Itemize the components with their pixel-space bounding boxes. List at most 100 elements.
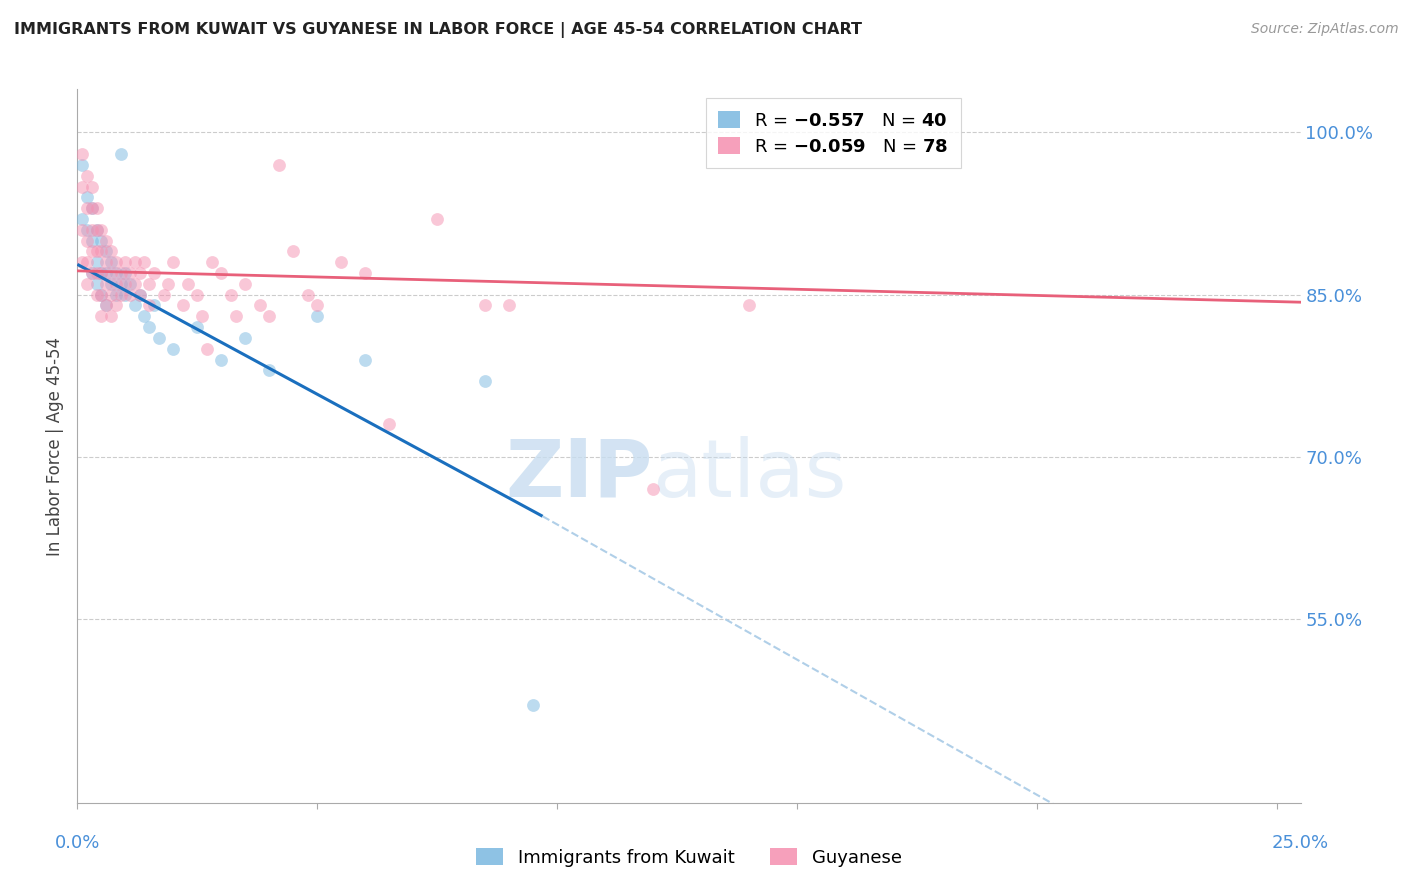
Point bbox=[104, 287, 127, 301]
Y-axis label: In Labor Force | Age 45-54: In Labor Force | Age 45-54 bbox=[46, 336, 65, 556]
Point bbox=[86, 277, 108, 291]
Point bbox=[124, 277, 146, 291]
Point bbox=[86, 255, 108, 269]
Point bbox=[233, 331, 256, 345]
Point bbox=[148, 331, 170, 345]
Point bbox=[209, 352, 232, 367]
Point bbox=[162, 255, 184, 269]
Point bbox=[134, 310, 156, 324]
Point bbox=[94, 298, 117, 312]
Point bbox=[641, 482, 664, 496]
Point bbox=[120, 277, 142, 291]
Point bbox=[738, 298, 761, 312]
Point bbox=[100, 287, 122, 301]
Point bbox=[195, 342, 218, 356]
Point bbox=[128, 266, 150, 280]
Point bbox=[219, 287, 242, 301]
Point bbox=[257, 363, 280, 377]
Point bbox=[124, 255, 146, 269]
Point bbox=[90, 266, 112, 280]
Legend: Immigrants from Kuwait, Guyanese: Immigrants from Kuwait, Guyanese bbox=[468, 841, 910, 874]
Point bbox=[94, 234, 117, 248]
Point bbox=[94, 244, 117, 259]
Point bbox=[143, 266, 166, 280]
Point bbox=[297, 287, 319, 301]
Point bbox=[426, 211, 449, 226]
Point bbox=[209, 266, 232, 280]
Point bbox=[70, 179, 93, 194]
Point bbox=[76, 201, 98, 215]
Point bbox=[143, 298, 166, 312]
Point bbox=[474, 298, 496, 312]
Point bbox=[257, 310, 280, 324]
Point bbox=[114, 277, 136, 291]
Point bbox=[80, 266, 103, 280]
Point bbox=[90, 266, 112, 280]
Text: 0.0%: 0.0% bbox=[55, 834, 100, 852]
Point bbox=[307, 298, 329, 312]
Point bbox=[128, 287, 150, 301]
Text: atlas: atlas bbox=[652, 435, 846, 514]
Point bbox=[522, 698, 544, 713]
Point bbox=[201, 255, 224, 269]
Point bbox=[90, 223, 112, 237]
Point bbox=[80, 201, 103, 215]
Point bbox=[104, 255, 127, 269]
Point bbox=[110, 277, 132, 291]
Point bbox=[100, 310, 122, 324]
Point bbox=[354, 352, 377, 367]
Point bbox=[114, 255, 136, 269]
Point bbox=[100, 244, 122, 259]
Point bbox=[104, 298, 127, 312]
Point bbox=[94, 266, 117, 280]
Point bbox=[90, 234, 112, 248]
Point bbox=[138, 320, 160, 334]
Point bbox=[354, 266, 377, 280]
Point bbox=[225, 310, 247, 324]
Point bbox=[128, 287, 150, 301]
Point bbox=[283, 244, 305, 259]
Point bbox=[110, 266, 132, 280]
Point bbox=[76, 277, 98, 291]
Point bbox=[176, 277, 198, 291]
Point bbox=[120, 266, 142, 280]
Point bbox=[124, 298, 146, 312]
Point bbox=[157, 277, 180, 291]
Point bbox=[114, 287, 136, 301]
Text: IMMIGRANTS FROM KUWAIT VS GUYANESE IN LABOR FORCE | AGE 45-54 CORRELATION CHART: IMMIGRANTS FROM KUWAIT VS GUYANESE IN LA… bbox=[14, 22, 862, 38]
Text: ZIP: ZIP bbox=[505, 435, 652, 514]
Point bbox=[100, 277, 122, 291]
Point bbox=[110, 147, 132, 161]
Point bbox=[267, 158, 290, 172]
Point bbox=[80, 234, 103, 248]
Point bbox=[100, 266, 122, 280]
Point bbox=[70, 255, 93, 269]
Point bbox=[474, 374, 496, 388]
Point bbox=[186, 287, 208, 301]
Point bbox=[104, 266, 127, 280]
Point bbox=[80, 179, 103, 194]
Point bbox=[94, 298, 117, 312]
Point bbox=[86, 266, 108, 280]
Point bbox=[86, 201, 108, 215]
Point bbox=[94, 277, 117, 291]
Point bbox=[152, 287, 174, 301]
Text: 25.0%: 25.0% bbox=[1272, 834, 1329, 852]
Point bbox=[90, 244, 112, 259]
Point bbox=[104, 277, 127, 291]
Point bbox=[233, 277, 256, 291]
Point bbox=[70, 147, 93, 161]
Point bbox=[110, 287, 132, 301]
Point bbox=[138, 298, 160, 312]
Point bbox=[172, 298, 194, 312]
Point bbox=[90, 287, 112, 301]
Point bbox=[80, 266, 103, 280]
Point bbox=[134, 255, 156, 269]
Point bbox=[80, 223, 103, 237]
Point bbox=[86, 223, 108, 237]
Point bbox=[120, 287, 142, 301]
Point bbox=[162, 342, 184, 356]
Point bbox=[307, 310, 329, 324]
Point bbox=[100, 255, 122, 269]
Legend: R = $\mathbf{-0.557}$   N = $\mathbf{40}$, R = $\mathbf{-0.059}$   N = $\mathbf{: R = $\mathbf{-0.557}$ N = $\mathbf{40}$,… bbox=[706, 98, 962, 169]
